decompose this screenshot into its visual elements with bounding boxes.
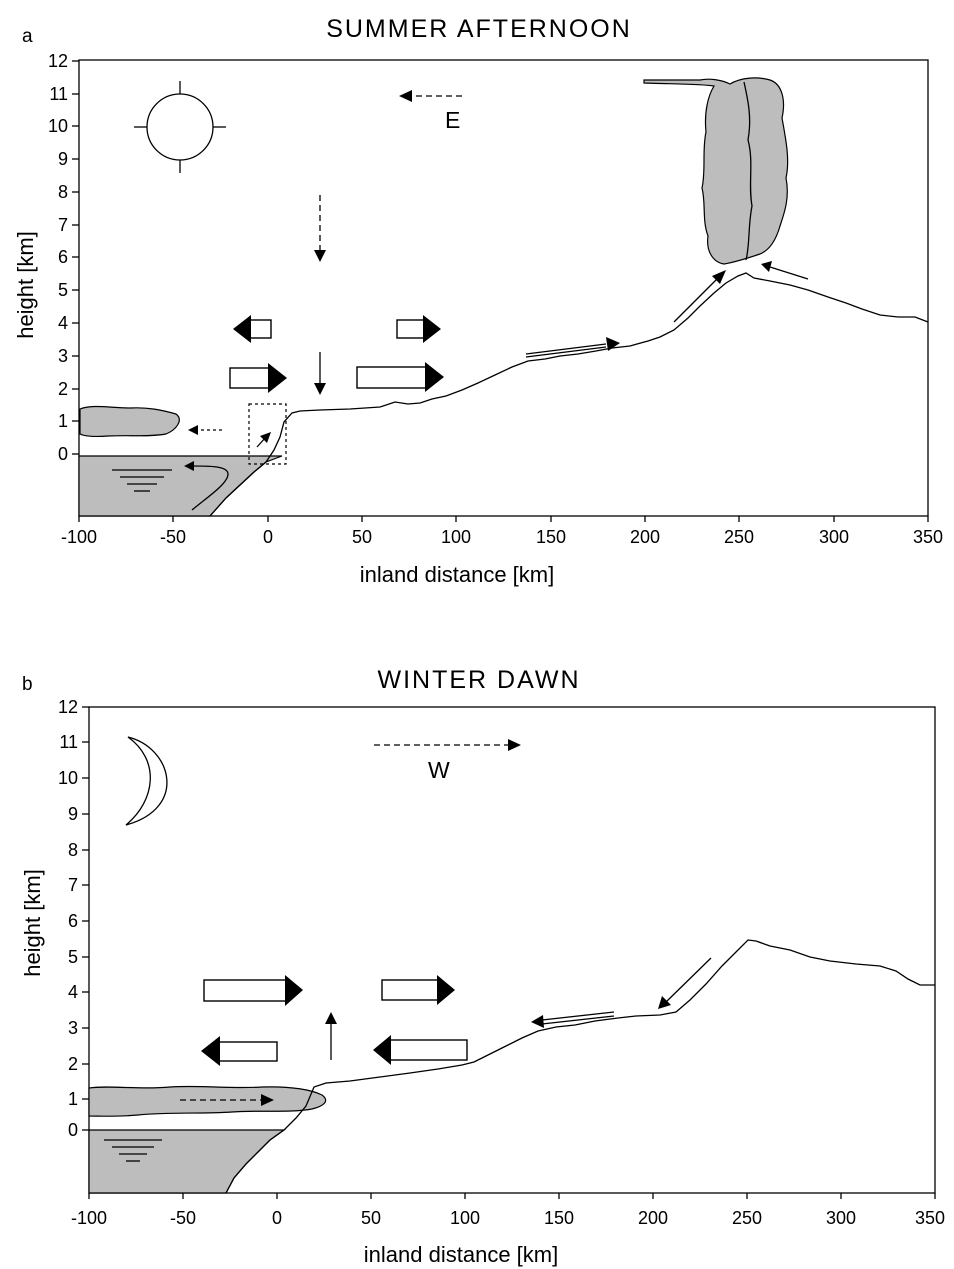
y-tick-label: 11: [59, 732, 78, 752]
y-tick-label: 5: [68, 947, 78, 967]
block-arrow-left: [201, 1036, 278, 1066]
block-arrow-right: [381, 975, 455, 1005]
y-tick-label: 8: [68, 840, 78, 860]
y-tick-label: 3: [68, 1018, 78, 1038]
x-axis: -100 -50 0 50 100 150 200 250 300 350: [71, 1193, 945, 1228]
y-tick-label: 5: [58, 280, 68, 300]
terrain-profile: [225, 939, 935, 1194]
y-tick-label: 1: [68, 1089, 78, 1109]
x-tick-label: -50: [170, 1208, 196, 1228]
wind-arrow-east: [399, 90, 462, 102]
y-tick-label: 2: [58, 379, 68, 399]
downslope-arrow: [658, 957, 712, 1009]
coastal-cloud: [79, 405, 180, 437]
y-tick-label: 2: [68, 1054, 78, 1074]
upslope-arrow: [673, 270, 726, 323]
y-tick-label: 4: [58, 313, 68, 333]
inflow-arrow: [761, 261, 809, 280]
upslope-arrow: [525, 337, 620, 358]
sea-area: [78, 455, 283, 517]
y-tick-label: 7: [68, 875, 78, 895]
convective-cloud: [643, 77, 789, 265]
y-tick-label: 0: [68, 1120, 78, 1140]
x-axis-title: inland distance [km]: [360, 562, 554, 587]
y-tick-label: 7: [58, 215, 68, 235]
y-tick-label: 0: [58, 444, 68, 464]
subsidence-arrow: [314, 195, 326, 262]
downslope-arrow: [531, 1011, 615, 1028]
x-tick-label: 250: [732, 1208, 762, 1228]
water-surface-icon: [112, 469, 172, 492]
y-axis: 0 1 2 3 4 5 6 7 8 9 10 11 12: [48, 51, 79, 464]
y-tick-label: 11: [49, 84, 68, 104]
rising-arrow: [325, 1012, 337, 1060]
y-tick-label: 3: [58, 346, 68, 366]
y-tick-label: 6: [58, 247, 68, 267]
sea-breeze-arrow: [184, 461, 229, 511]
wind-label: W: [428, 757, 450, 783]
panel-title: SUMMER AFTERNOON: [326, 15, 632, 43]
x-tick-label: -100: [61, 527, 97, 547]
panel-a: a SUMMER AFTERNOON 0 1 2 3 4 5 6 7: [13, 15, 943, 587]
y-tick-label: 10: [58, 768, 78, 788]
subsidence-arrow: [314, 352, 326, 395]
block-arrow-right: [396, 315, 441, 343]
x-tick-label: 150: [536, 527, 566, 547]
x-tick-label: 200: [638, 1208, 668, 1228]
x-tick-label: 300: [826, 1208, 856, 1228]
x-tick-label: 200: [630, 527, 660, 547]
x-tick-label: 150: [544, 1208, 574, 1228]
x-tick-label: 350: [915, 1208, 945, 1228]
x-tick-label: 300: [819, 527, 849, 547]
plot-frame: [78, 59, 929, 517]
x-tick-label: 350: [913, 527, 943, 547]
x-tick-label: 50: [361, 1208, 381, 1228]
x-tick-label: 100: [441, 527, 471, 547]
terrain-profile: [209, 272, 929, 517]
block-arrow-right: [203, 975, 303, 1006]
wind-label: E: [445, 107, 460, 133]
y-axis: 0 1 2 3 4 5 6 7 8 9 10 11 12: [58, 697, 89, 1140]
panel-title: WINTER DAWN: [378, 666, 581, 694]
wind-arrow-west: [374, 739, 521, 751]
water-surface-icon: [104, 1139, 162, 1162]
coastline-highlight-box: [248, 403, 287, 465]
y-tick-label: 1: [58, 411, 68, 431]
y-tick-label: 12: [58, 697, 78, 717]
x-tick-label: 250: [724, 527, 754, 547]
return-flow-arrow: [188, 425, 222, 435]
block-arrow-left: [233, 315, 272, 343]
x-tick-label: 50: [352, 527, 372, 547]
y-axis-title: height [km]: [13, 231, 38, 339]
block-arrow-right: [356, 362, 444, 392]
y-axis-title: height [km]: [20, 869, 45, 977]
x-tick-label: -50: [160, 527, 186, 547]
y-tick-label: 8: [58, 182, 68, 202]
x-tick-label: 0: [263, 527, 273, 547]
sun-icon: [134, 81, 226, 173]
x-axis-title: inland distance [km]: [364, 1242, 558, 1267]
sea-fog-layer: [88, 1085, 327, 1117]
x-tick-label: -100: [71, 1208, 107, 1228]
upslope-arrow: [256, 432, 271, 448]
block-arrow-left: [373, 1035, 468, 1065]
x-axis: -100 -50 0 50 100 150 200 250 300 350: [61, 516, 943, 547]
y-tick-label: 12: [48, 51, 68, 71]
panel-label: a: [22, 26, 33, 47]
y-tick-label: 4: [68, 982, 78, 1002]
block-arrow-right: [229, 363, 287, 393]
y-tick-label: 10: [48, 116, 68, 136]
y-tick-label: 9: [58, 149, 68, 169]
plot-frame: [88, 706, 936, 1194]
panel-label: b: [22, 674, 33, 695]
x-tick-label: 0: [272, 1208, 282, 1228]
y-tick-label: 9: [68, 804, 78, 824]
moon-icon: [125, 736, 168, 826]
land-breeze-arrow: [180, 1094, 274, 1106]
panel-b: b WINTER DAWN 0 1 2 3 4 5 6 7 8: [20, 666, 945, 1267]
x-tick-label: 100: [450, 1208, 480, 1228]
y-tick-label: 6: [68, 911, 78, 931]
cloud-inner-edge: [743, 81, 753, 261]
